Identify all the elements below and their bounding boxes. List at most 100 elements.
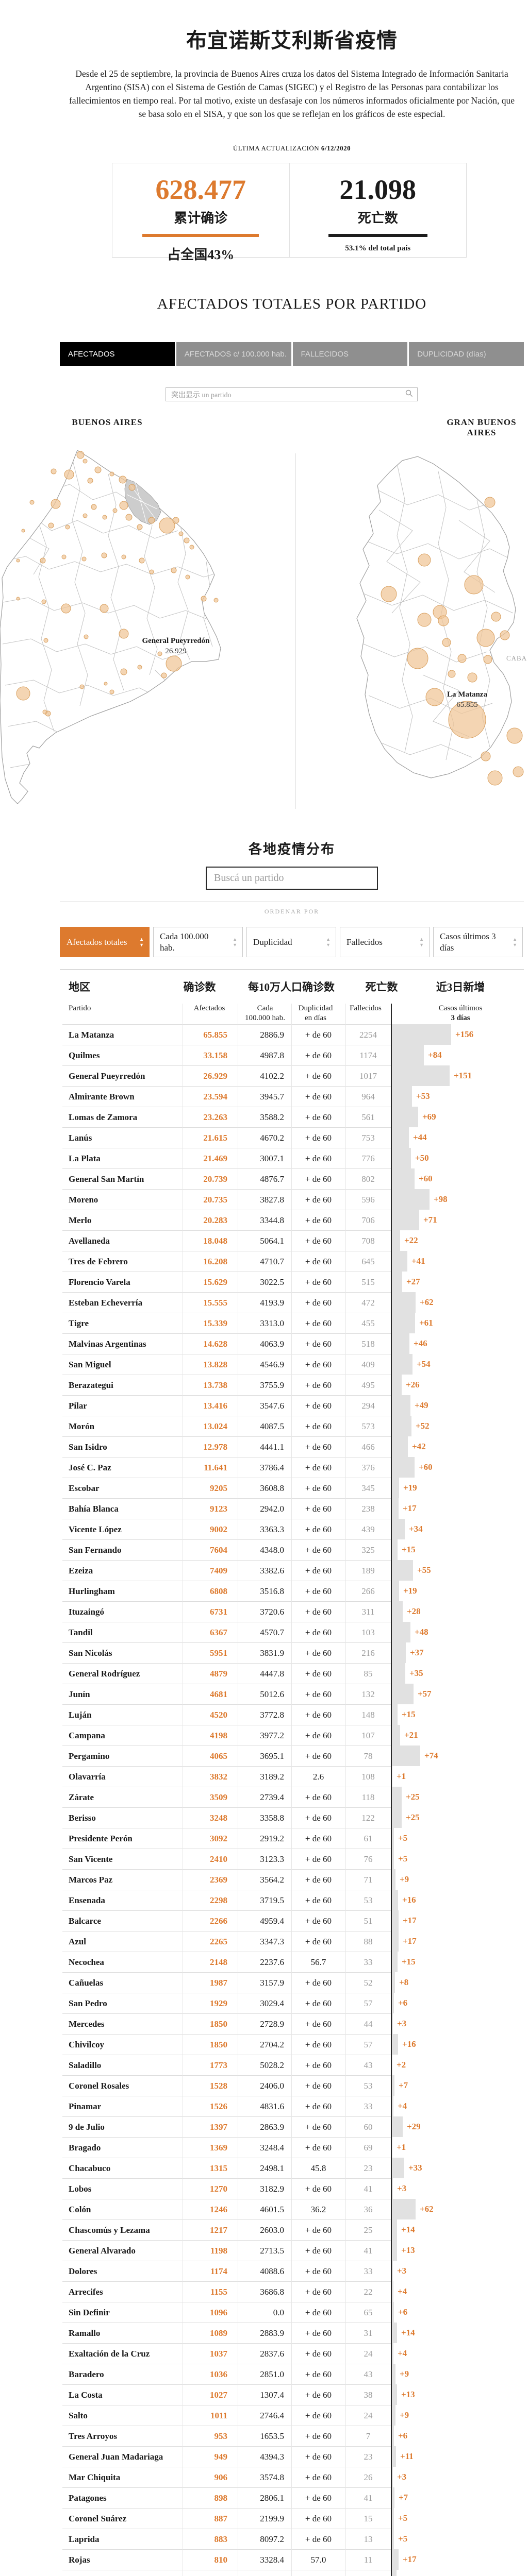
table-row[interactable]: Presidente Perón 3092 2919.2 + de 60 61 +5 [62, 1828, 524, 1849]
table-row[interactable]: Hurlingham 6808 3516.8 + de 60 266 +19 [62, 1581, 524, 1601]
case-bubble[interactable] [109, 689, 114, 694]
map-search-input[interactable]: 突出显示 un partido [166, 387, 418, 401]
case-bubble[interactable] [201, 596, 207, 602]
table-row[interactable]: Pilar 13.416 3547.6 + de 60 294 +49 [62, 1395, 524, 1416]
case-bubble[interactable] [121, 554, 126, 560]
case-bubble[interactable] [125, 514, 133, 521]
case-bubble[interactable] [442, 638, 451, 647]
table-row[interactable]: Necochea 2148 2237.6 56.7 33 +15 [62, 1952, 524, 1972]
table-row[interactable]: Sin Definir 1096 0.0 + de 60 65 +6 [62, 2302, 524, 2323]
sort-button-3[interactable]: Fallecidos ▲ ▼ [340, 927, 430, 957]
table-row[interactable]: Mar Chiquita 906 3574.8 + de 60 26 +3 [62, 2467, 524, 2487]
case-bubble[interactable] [41, 599, 46, 604]
case-bubble[interactable] [425, 688, 444, 706]
case-bubble[interactable] [65, 524, 70, 530]
sort-button-4[interactable]: Casos últimos 3 días ▲ ▼ [433, 927, 523, 957]
table-row[interactable]: La Costa 1027 1307.4 + de 60 38 +13 [62, 2384, 524, 2405]
case-bubble[interactable] [139, 557, 145, 564]
case-bubble[interactable] [43, 638, 48, 643]
table-row[interactable]: Balcarce 2266 4959.4 + de 60 51 +17 [62, 1910, 524, 1931]
table-row[interactable]: San Vicente 2410 3123.3 + de 60 76 +5 [62, 1849, 524, 1869]
table-row[interactable]: General Pueyrredón 26.929 4102.2 + de 60 101… [62, 1065, 524, 1086]
case-bubble[interactable] [161, 672, 167, 679]
table-row[interactable]: Trenque Lauquen8001715.049.922+12 [62, 2570, 524, 2576]
case-bubble[interactable] [166, 655, 182, 672]
case-bubble[interactable] [128, 484, 136, 491]
case-bubble[interactable] [84, 634, 89, 639]
table-row[interactable]: Ensenada 2298 3719.5 + de 60 53 +16 [62, 1890, 524, 1910]
table-row[interactable]: Almirante Brown 23.594 3945.7 + de 60 964 +53 [62, 1086, 524, 1107]
case-bubble[interactable] [448, 670, 456, 678]
case-bubble[interactable] [119, 629, 129, 639]
case-bubble[interactable] [448, 701, 486, 739]
table-row[interactable]: Ramallo 1089 2883.9 + de 60 31 +14 [62, 2323, 524, 2343]
map-buenos-aires[interactable]: General Pueyrredón 26.929 [0, 443, 232, 809]
case-bubble[interactable] [148, 517, 155, 524]
case-bubble[interactable] [438, 615, 449, 626]
case-bubble[interactable] [16, 558, 20, 563]
case-bubble[interactable] [184, 537, 190, 544]
case-bubble[interactable] [29, 500, 35, 505]
table-row[interactable]: Coronel Rosales 1528 2406.0 + de 60 53 +7 [62, 2075, 524, 2096]
case-bubble[interactable] [457, 654, 467, 663]
case-bubble[interactable] [185, 574, 190, 580]
case-bubble[interactable] [104, 682, 108, 686]
table-row[interactable]: San Fernando 7604 4348.0 + de 60 325 +15 [62, 1539, 524, 1560]
case-bubble[interactable] [91, 504, 97, 510]
table-row[interactable]: Salto 1011 2746.4 + de 60 24 +9 [62, 2405, 524, 2426]
table-row[interactable]: General Alvarado 1198 2713.5 + de 60 41 +13 [62, 2240, 524, 2261]
table-row[interactable]: Baradero 1036 2851.0 + de 60 43 +9 [62, 2364, 524, 2384]
table-row[interactable]: Luján 4520 3772.8 + de 60 148 +15 [62, 1704, 524, 1725]
table-row[interactable]: Mercedes 1850 2728.9 + de 60 44 +3 [62, 2013, 524, 2034]
table-row[interactable]: Tigre 15.339 3313.0 + de 60 455 +61 [62, 1313, 524, 1333]
table-row[interactable]: José C. Paz 11.641 3786.4 + de 60 376 +60 [62, 1457, 524, 1478]
table-row[interactable]: Berazategui 13.738 3755.9 + de 60 495 +26 [62, 1375, 524, 1395]
case-bubble[interactable] [48, 522, 54, 529]
case-bubble[interactable] [159, 517, 175, 534]
case-bubble[interactable] [109, 471, 114, 477]
table-row[interactable]: Lomas de Zamora 23.263 3588.2 + de 60 561 +69 [62, 1107, 524, 1127]
table-row[interactable]: General Rodríguez 4879 4447.8 + de 60 85 +35 [62, 1663, 524, 1684]
table-row[interactable]: Exaltación de la Cruz 1037 2837.6 + de 60 24… [62, 2343, 524, 2364]
table-row[interactable]: Merlo 20.283 3344.8 + de 60 706 +71 [62, 1210, 524, 1230]
case-bubble[interactable] [513, 766, 524, 777]
table-row[interactable]: Tres Arroyos 953 1653.5 + de 60 7 +6 [62, 2426, 524, 2446]
table-row[interactable]: Chascomús y Lezama 1217 2603.0 + de 60 25 +14 [62, 2219, 524, 2240]
table-row[interactable]: La Plata 21.469 3007.1 + de 60 776 +50 [62, 1148, 524, 1168]
table-row[interactable]: Lanús 21.615 4670.2 + de 60 753 +44 [62, 1127, 524, 1148]
table-row[interactable]: Bragado 1369 3248.4 + de 60 69 +1 [62, 2137, 524, 2158]
case-bubble[interactable] [81, 556, 87, 562]
case-bubble[interactable] [61, 554, 67, 560]
table-row[interactable]: Coronel Suárez 887 2199.9 + de 60 15 +5 [62, 2508, 524, 2529]
table-row[interactable]: Arrecifes 1155 3686.8 + de 60 22 +4 [62, 2281, 524, 2302]
case-bubble[interactable] [381, 586, 397, 602]
case-bubble[interactable] [61, 603, 71, 614]
case-bubble[interactable] [483, 655, 492, 664]
case-bubble[interactable] [506, 727, 523, 744]
table-row[interactable]: General San Martín 20.739 4876.7 + de 60 802… [62, 1168, 524, 1189]
table-row[interactable]: San Isidro 12.978 4441.1 + de 60 466 +42 [62, 1436, 524, 1457]
case-bubble[interactable] [500, 630, 510, 640]
table-row[interactable]: 9 de Julio 1397 2863.9 + de 60 60 +29 [62, 2116, 524, 2137]
table-row[interactable]: Chacabuco 1315 2498.1 45.8 23 +33 [62, 2158, 524, 2178]
table-row[interactable]: Malvinas Argentinas 14.628 4063.9 + de 60 51… [62, 1333, 524, 1354]
case-bubble[interactable] [101, 552, 107, 558]
case-bubble[interactable] [82, 459, 88, 464]
table-row[interactable]: Florencio Varela 15.629 3022.5 + de 60 515 +2… [62, 1272, 524, 1292]
case-bubble[interactable] [102, 515, 107, 520]
table-row[interactable]: San Nicolás 5951 3831.9 + de 60 216 +37 [62, 1642, 524, 1663]
case-bubble[interactable] [42, 709, 47, 715]
tab-2[interactable]: FALLECIDOS [292, 342, 408, 366]
case-bubble[interactable] [417, 613, 432, 627]
table-row[interactable]: Escobar 9205 3608.8 + de 60 345 +19 [62, 1478, 524, 1498]
case-bubble[interactable] [467, 672, 477, 683]
table-row[interactable]: Quilmes 33.158 4987.8 + de 60 1174 +84 [62, 1045, 524, 1065]
case-bubble[interactable] [94, 466, 102, 473]
case-bubble[interactable] [407, 648, 428, 669]
case-bubble[interactable] [491, 612, 501, 622]
table-row[interactable]: Pergamino 4065 3695.1 + de 60 78 +74 [62, 1745, 524, 1766]
table-row[interactable]: La Matanza 65.855 2886.9 + de 60 2254 +156 [62, 1024, 524, 1045]
tab-3[interactable]: DUPLICIDAD (días) [409, 342, 524, 366]
table-row[interactable]: Tres de Febrero 16.208 4710.7 + de 60 645 +41 [62, 1251, 524, 1272]
sort-button-1[interactable]: Cada 100.000 hab. ▲ ▼ [153, 927, 243, 957]
